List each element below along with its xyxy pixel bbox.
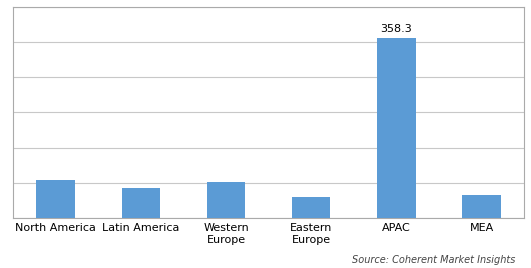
Bar <box>207 182 245 218</box>
Text: Source: Coherent Market Insights: Source: Coherent Market Insights <box>352 255 515 265</box>
Bar <box>463 195 501 218</box>
Bar <box>122 188 160 218</box>
Bar <box>292 197 330 218</box>
Bar <box>37 180 75 218</box>
Text: 358.3: 358.3 <box>381 24 413 34</box>
Bar <box>378 38 416 218</box>
